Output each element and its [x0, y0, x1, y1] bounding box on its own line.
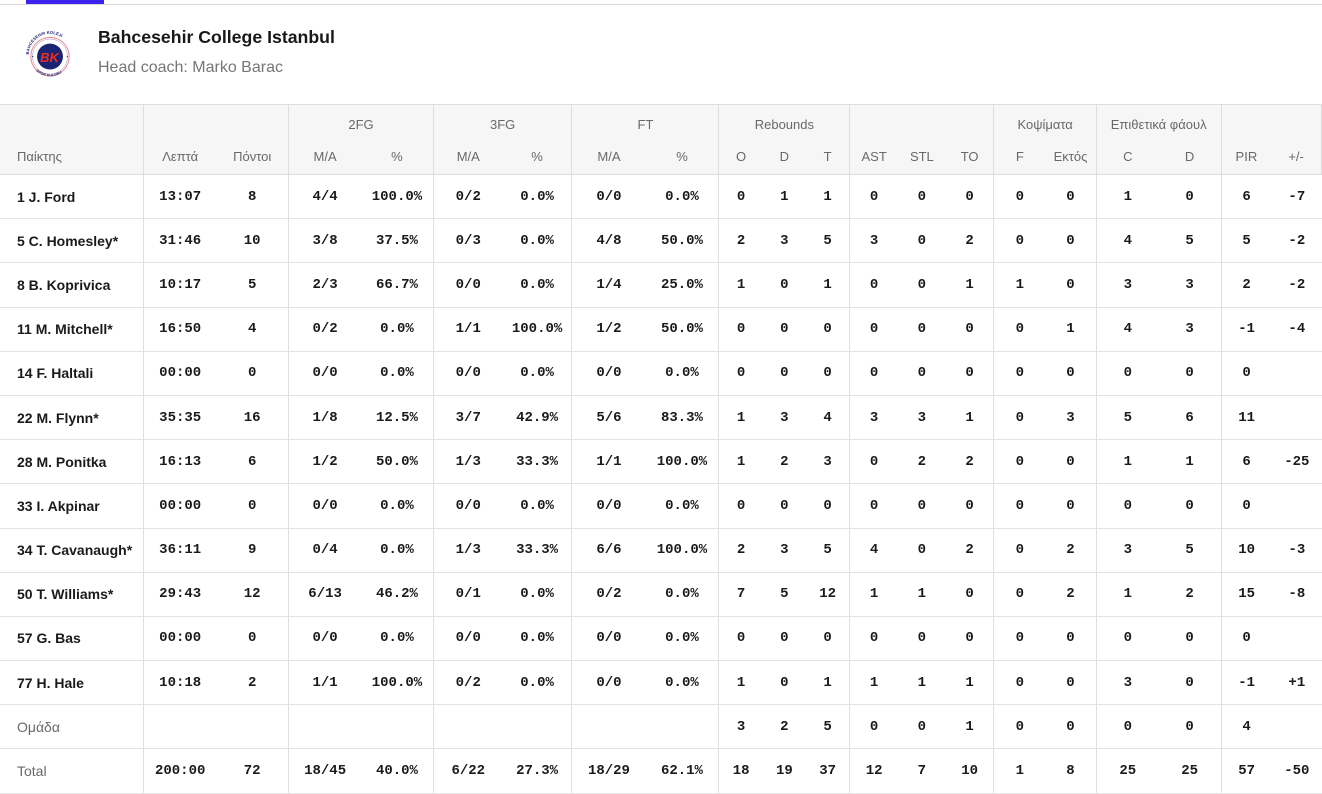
svg-text:BK: BK: [40, 50, 60, 65]
